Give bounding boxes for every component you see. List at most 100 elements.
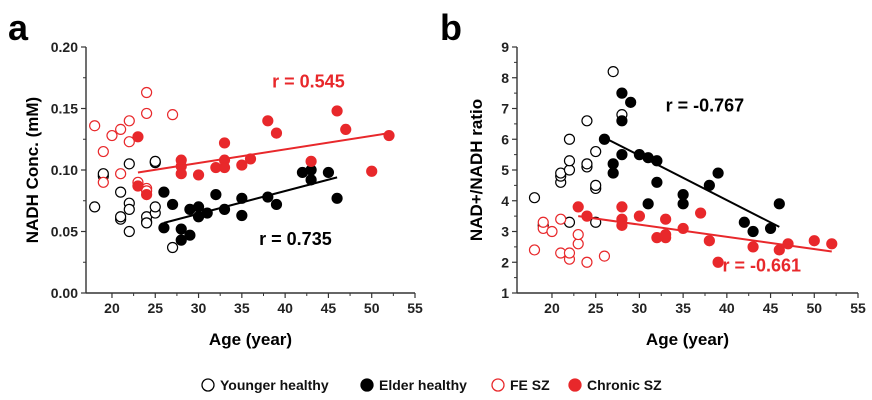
x-tick-label: 45	[321, 300, 337, 316]
x-tick-label: 20	[104, 300, 120, 316]
a-point-s3-18	[366, 165, 378, 177]
y-tick-label: 7	[501, 101, 509, 117]
a-point-s3-13	[262, 115, 274, 127]
a-r-label-1: r = 0.735	[259, 229, 332, 249]
b-point-s2-2	[537, 216, 549, 228]
y-tick-label: 0.05	[51, 224, 78, 240]
x-tick-label: 40	[719, 300, 735, 316]
y-tick-label: 0.15	[51, 101, 78, 117]
panel-letter: a	[8, 7, 29, 48]
b-point-s3-9	[660, 228, 672, 241]
b-fit-line-0	[603, 136, 780, 228]
a-point-s1-12	[236, 209, 248, 222]
a-point-s1-1	[158, 186, 170, 198]
y-tick-label: 5	[501, 162, 509, 178]
b-point-s0-13	[590, 179, 602, 191]
a-point-s1-10	[210, 189, 222, 201]
a-point-s2-13	[166, 109, 179, 121]
a-point-s3-8	[218, 137, 231, 149]
a-point-s0-5	[115, 211, 127, 223]
b-point-s0-5	[563, 164, 576, 176]
legend-label-1: Elder healthy	[379, 377, 467, 393]
panel-a: a 0.00 0.05 0.10 0.15 0.20 20 25 30 35 40 45 50 55 Age…	[8, 7, 423, 349]
a-point-s0-9	[123, 225, 135, 238]
a-point-s1-20	[331, 192, 343, 204]
y-tick-label: 1	[501, 285, 509, 301]
x-tick-label: 25	[147, 300, 163, 316]
b-point-s1-19	[773, 198, 785, 210]
b-r-label-0: r = -0.767	[666, 96, 745, 116]
legend-marker-0	[201, 378, 215, 392]
b-point-s1-6	[625, 96, 637, 108]
y-axis-title: NAD+/NADH ratio	[467, 99, 486, 241]
a-point-s3-15	[305, 155, 317, 167]
legend-label-0: Younger healthy	[220, 377, 329, 393]
b-point-s2-0	[528, 244, 541, 256]
x-tick-label: 55	[850, 300, 866, 316]
a-r-label-0: r = 0.545	[272, 72, 345, 92]
b-point-s1-4	[616, 115, 628, 127]
a-point-s0-12	[141, 217, 153, 229]
b-point-s2-8	[572, 238, 584, 250]
a-point-s1-19	[322, 166, 335, 179]
x-tick-label: 50	[806, 300, 822, 316]
a-point-s2-5	[115, 168, 127, 180]
y-tick-label: 2	[501, 254, 509, 270]
b-point-s3-15	[773, 244, 785, 256]
b-point-s3-13	[712, 256, 724, 268]
b-point-s3-12	[703, 235, 715, 247]
b-point-s0-10	[581, 158, 593, 170]
y-tick-label: 8	[501, 70, 509, 86]
b-point-s1-12	[677, 189, 689, 201]
y-tick-label: 3	[501, 224, 509, 240]
a-point-s0-3	[115, 186, 127, 198]
b-point-s2-3	[546, 225, 558, 238]
b-r-label-1: r = -0.661	[722, 255, 801, 275]
panel-letter: b	[440, 7, 462, 48]
b-point-s2-11	[598, 250, 611, 262]
b-point-s3-11	[695, 207, 707, 219]
a-point-s3-11	[236, 159, 248, 171]
a-point-s3-16	[331, 105, 343, 117]
a-point-s3-6	[192, 169, 205, 181]
a-point-s1-8	[192, 201, 205, 213]
x-tick-label: 30	[191, 300, 207, 316]
b-point-s0-7	[563, 133, 576, 145]
b-point-s2-5	[555, 213, 567, 225]
y-tick-label: 6	[501, 131, 509, 147]
a-point-s3-5	[175, 168, 187, 180]
b-point-s0-14	[590, 145, 602, 158]
x-tick-label: 50	[364, 300, 380, 316]
b-point-s3-17	[808, 235, 820, 247]
a-point-s2-7	[123, 115, 135, 127]
b-point-s1-3	[616, 87, 628, 99]
x-tick-label: 45	[763, 300, 779, 316]
x-tick-label: 30	[632, 300, 648, 316]
x-axis-title: Age (year)	[209, 330, 292, 349]
legend: Younger healthy Elder healthy FE SZ Chronic…	[201, 377, 662, 393]
a-point-s3-14	[270, 127, 283, 139]
a-point-s2-9	[141, 86, 153, 99]
legend-marker-2	[491, 378, 505, 392]
a-point-s2-0	[89, 120, 101, 132]
x-tick-label: 35	[234, 300, 250, 316]
y-tick-label: 4	[501, 193, 509, 209]
a-point-s0-16	[149, 155, 161, 167]
x-tick-label: 55	[407, 300, 423, 316]
a-point-s2-6	[123, 136, 135, 148]
a-point-s2-4	[115, 123, 127, 136]
a-point-s0-6	[123, 158, 135, 170]
a-point-s1-15	[270, 198, 283, 211]
b-point-s0-11	[581, 115, 593, 127]
b-point-s1-13	[677, 198, 689, 210]
b-point-s3-14	[747, 241, 759, 253]
b-point-s1-5	[616, 149, 628, 161]
a-point-s2-3	[106, 129, 118, 142]
x-axis-title: Age (year)	[646, 330, 729, 349]
y-axis-title: NADH Conc. (mM)	[23, 97, 42, 243]
a-point-s0-8	[123, 203, 135, 215]
a-point-s3-1	[132, 180, 144, 192]
x-tick-label: 25	[588, 300, 604, 316]
a-point-s2-1	[97, 145, 109, 158]
legend-marker-1	[360, 378, 374, 392]
